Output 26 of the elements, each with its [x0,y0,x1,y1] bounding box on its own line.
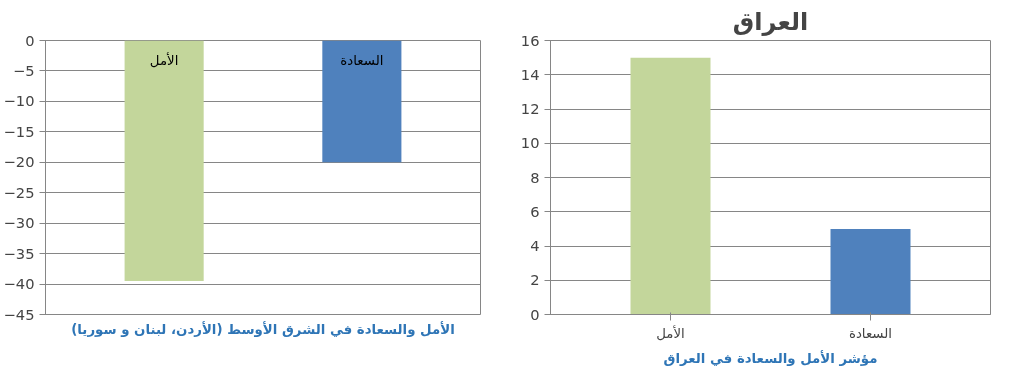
y-tick-label: −25 [3,183,35,201]
y-tick-label: −20 [3,153,35,171]
y-tick-label: −15 [3,122,35,140]
y-tick-label: 16 [520,31,540,49]
y-tick-label: 12 [520,100,540,117]
y-tick-label: 10 [520,134,540,152]
text: الأمل والسعادة في الشرق الأوسط (الأردن، لبنان و سوريا) [71,320,455,337]
y-tick-label: 14 [520,65,540,83]
y-tick-label: −5 [12,61,35,79]
x-tick-label: الأمل [149,51,179,68]
chart-title: العراق [732,7,809,36]
y-tick-label: 4 [530,237,540,254]
y-tick-label: −10 [3,92,35,110]
y-tick-label: −35 [3,244,35,262]
y-tick-label: 6 [530,202,540,220]
y-tick-label: 0 [530,305,540,323]
y-tick-label: −40 [3,275,35,293]
x-tick-label: الأمل [656,324,685,341]
y-tick-label: −30 [3,214,35,232]
text: مؤشر الأمل والسعادة في العراق [663,349,878,366]
x-tick-label: السعادة [340,52,384,68]
y-tick-label: 0 [25,31,35,49]
y-tick-label: −45 [3,305,35,323]
y-tick-label: 8 [530,168,540,186]
y-tick-label: 2 [530,271,540,289]
x-tick-label: السعادة [848,325,893,341]
